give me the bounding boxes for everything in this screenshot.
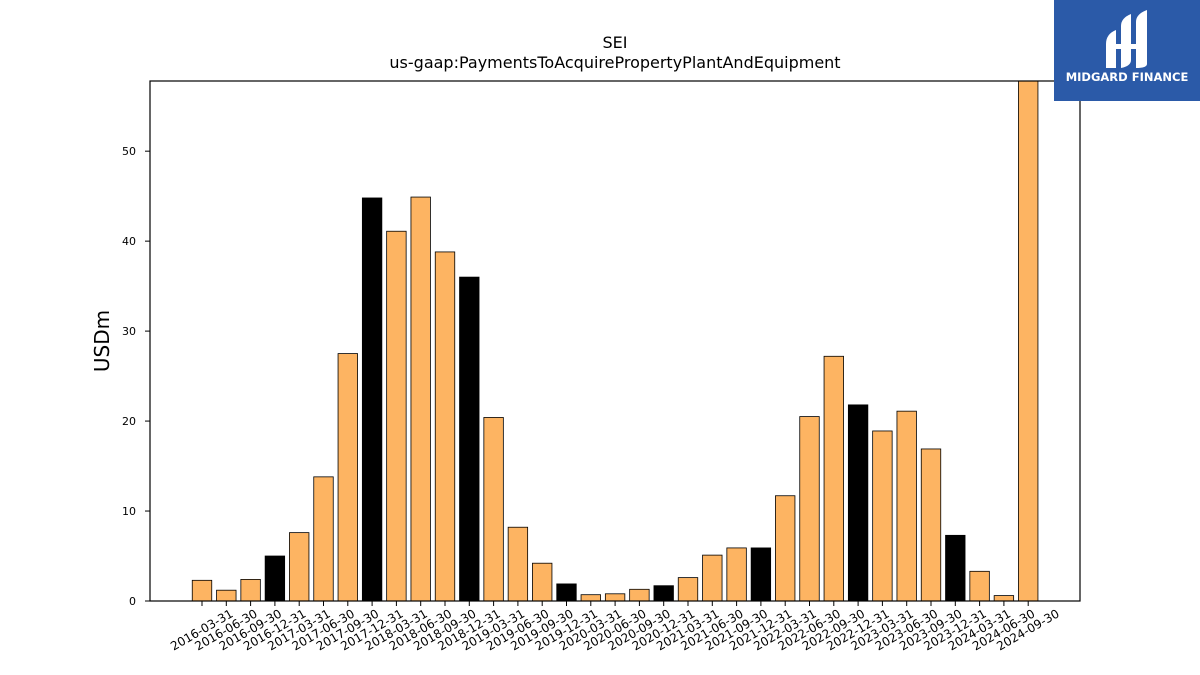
bar-2018-06-30 (410, 196, 431, 602)
bar-2020-03-31 (580, 594, 601, 602)
bar-2017-12-31 (361, 197, 383, 602)
y-tick-label-20: 20 (122, 415, 136, 428)
y-tick-label-40: 40 (122, 235, 136, 248)
bar-2016-12-31 (264, 555, 286, 602)
chart-title: SEI (603, 33, 628, 52)
bar-2021-03-31 (677, 577, 699, 602)
bar-2022-09-30 (823, 355, 844, 602)
y-axis-label: USDm (90, 310, 114, 372)
logo: MIDGARD FINANCE (1054, 0, 1200, 101)
bar-2023-06-30 (896, 410, 917, 602)
plot-frame (149, 80, 1081, 602)
y-tick-label-30: 30 (122, 325, 136, 338)
y-ticks-group: 0 10 20 30 40 50 (122, 145, 150, 608)
bar-2019-06-30 (507, 526, 529, 602)
chart-subtitle: us-gaap:PaymentsToAcquirePropertyPlantAn… (389, 53, 840, 72)
bar-2023-03-31 (872, 430, 893, 602)
bar-2019-09-30 (532, 562, 553, 602)
y-tick-label-50: 50 (122, 145, 136, 158)
bar-2019-12-31 (556, 583, 577, 602)
bar-2024-06-30 (993, 595, 1015, 602)
bar-2022-06-30 (799, 416, 820, 602)
bar-2016-03-31 (191, 579, 213, 602)
bar-2017-03-31 (289, 532, 310, 602)
bar-2023-12-31 (945, 534, 966, 602)
bars-group (191, 80, 1039, 602)
y-tick-label-0: 0 (129, 595, 136, 608)
bar-2020-09-30 (629, 588, 650, 602)
bar-2023-09-30 (920, 448, 942, 602)
bar-2021-06-30 (702, 554, 723, 602)
bar-2018-03-31 (386, 230, 407, 602)
midgard-logo-icon (1106, 10, 1147, 68)
bar-2022-12-31 (847, 404, 869, 602)
bar-2017-06-30 (313, 476, 334, 602)
bar-2024-03-31 (969, 570, 990, 602)
bar-2016-09-30 (240, 579, 261, 602)
bar-2022-03-31 (775, 495, 796, 602)
bar-2020-06-30 (604, 593, 626, 602)
bar-2021-12-31 (750, 547, 772, 602)
x-ticks-group: 2016-03-312016-06-302016-09-302016-12-31… (168, 601, 1062, 653)
bar-2020-12-31 (653, 585, 674, 602)
bar-2019-03-31 (483, 417, 504, 602)
bar-2017-09-30 (337, 353, 358, 602)
bar-2021-09-30 (726, 547, 747, 602)
y-tick-label-10: 10 (122, 505, 136, 518)
bar-2024-09-30 (1018, 80, 1039, 602)
bar-2018-09-30 (434, 251, 456, 602)
bar-2018-12-31 (459, 276, 480, 602)
bar-2016-06-30 (216, 589, 237, 602)
logo-text: MIDGARD FINANCE (1066, 70, 1189, 84)
